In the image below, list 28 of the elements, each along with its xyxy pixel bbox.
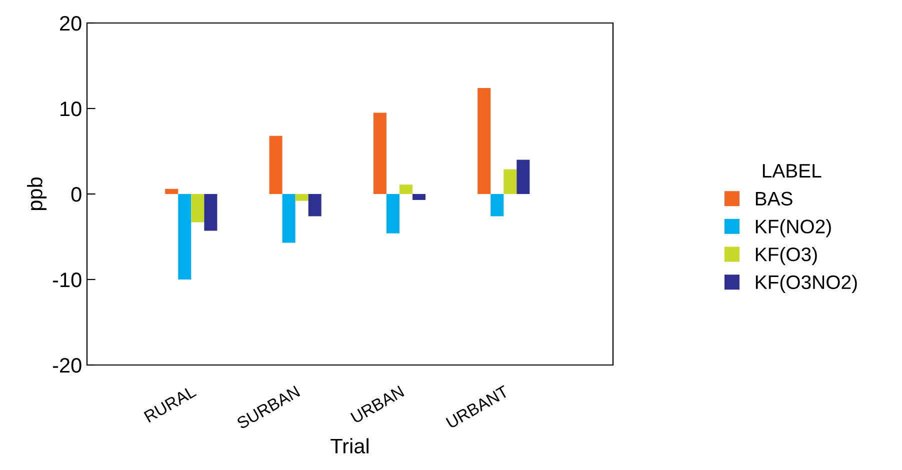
bar: [412, 194, 426, 200]
y-tick-label: 10: [60, 102, 82, 116]
bar: [373, 112, 386, 194]
legend-label: KF(NO2): [756, 219, 831, 238]
bar: [478, 88, 491, 194]
y-tick-label: -20: [52, 358, 82, 373]
bar: [178, 194, 192, 280]
y-tick-label: 20: [60, 16, 82, 31]
bar: [504, 169, 517, 194]
bar: [191, 194, 204, 222]
bar: [386, 194, 400, 234]
bar: [269, 136, 282, 194]
x-axis-title: Trial: [330, 438, 368, 454]
legend-label: KF(O3): [756, 246, 817, 266]
y-tick-label: -10: [52, 272, 82, 288]
legend-label: KF(O3NO2): [756, 274, 857, 293]
bar: [490, 194, 504, 216]
legend-title: LABEL: [762, 164, 822, 178]
y-tick-label: 0: [71, 187, 82, 202]
bar: [308, 194, 322, 216]
bar: [399, 184, 412, 194]
y-axis-title: ppb: [27, 177, 46, 210]
bar: [295, 194, 308, 201]
legend-label: BAS: [756, 192, 792, 206]
bar: [282, 194, 296, 243]
bar: [165, 188, 178, 194]
bar: [204, 194, 218, 231]
bar: [516, 160, 530, 194]
